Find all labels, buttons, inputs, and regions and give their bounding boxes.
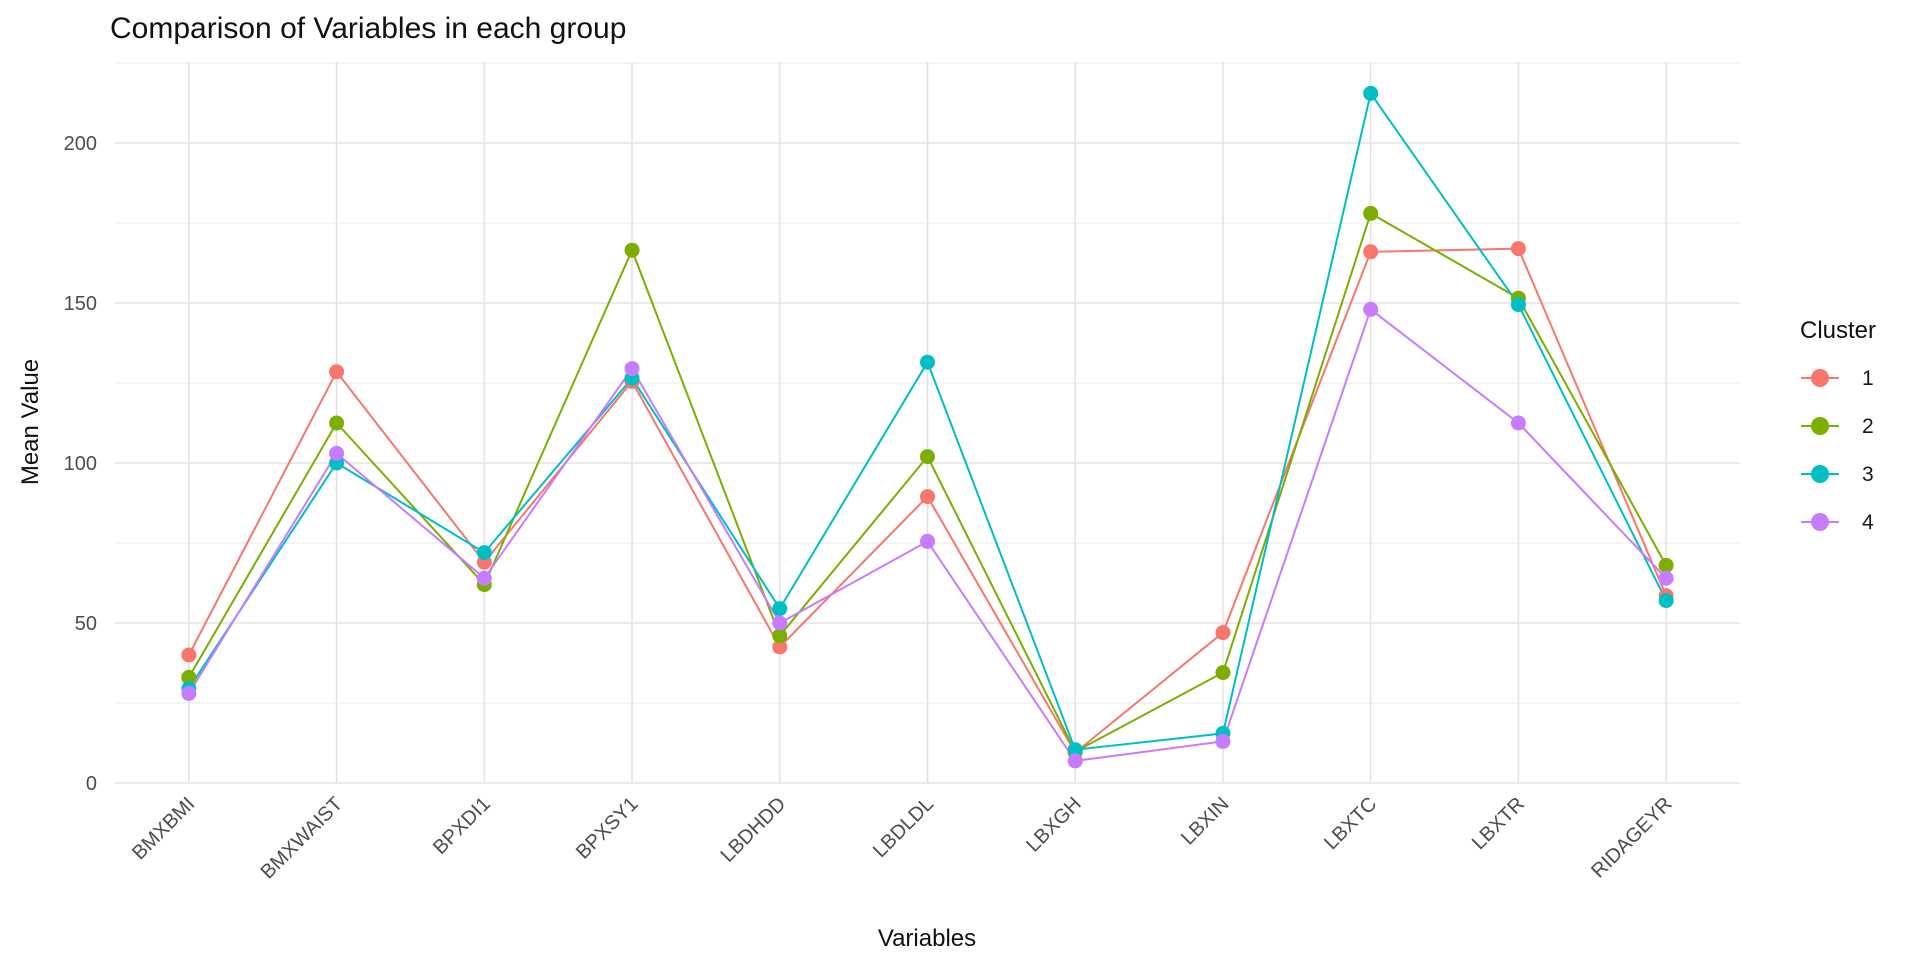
data-point-cluster4-RIDAGEYR	[1658, 570, 1674, 586]
legend-item-cluster-4: 4	[1801, 511, 1874, 534]
data-point-cluster1-LBXIN	[1215, 625, 1231, 641]
legend-item-cluster-3: 3	[1801, 463, 1874, 486]
data-point-cluster4-LBDHDD	[772, 615, 788, 631]
y-tick-label-200: 200	[64, 133, 97, 155]
x-tick-label-BPXSY1: BPXSY1	[572, 793, 643, 864]
x-tick-label-LBXGH: LBXGH	[1022, 793, 1086, 857]
data-point-cluster4-BMXWAIST	[329, 445, 345, 461]
x-tick-label-LBDHDD: LBDHDD	[717, 793, 791, 867]
x-axis-tick-labels: BMXBMI BMXWAIST BPXDI1 BPXSY1 LBDHDD LBDLDL LB…	[128, 793, 1677, 883]
legend-key-dot-1	[1811, 369, 1829, 387]
data-point-cluster4-BMXBMI	[181, 685, 197, 701]
data-point-cluster4-LBXTC	[1363, 301, 1379, 317]
data-point-cluster2-BMXBMI	[181, 669, 197, 685]
y-tick-label-100: 100	[64, 453, 97, 475]
legend-item-label-3: 3	[1862, 463, 1874, 486]
data-point-cluster2-BMXWAIST	[329, 415, 345, 431]
data-point-cluster3-LBXTC	[1363, 85, 1379, 101]
y-axis-title: Mean Value	[17, 359, 44, 485]
x-tick-label-LBXTR: LBXTR	[1468, 793, 1529, 854]
y-tick-label-150: 150	[64, 293, 97, 315]
data-point-cluster1-LBDLDL	[920, 489, 935, 505]
x-tick-label-BPXDI1: BPXDI1	[429, 793, 495, 859]
x-axis-title: Variables	[878, 925, 976, 952]
data-point-cluster4-BPXDI1	[476, 570, 492, 586]
x-tick-label-BMXWAIST: BMXWAIST	[257, 793, 347, 883]
y-tick-label-50: 50	[75, 613, 97, 635]
x-tick-label-LBXIN: LBXIN	[1177, 793, 1233, 849]
legend-key-dot-4	[1811, 513, 1829, 531]
data-point-cluster3-LBXTR	[1510, 297, 1526, 313]
legend-item-cluster-1: 1	[1801, 367, 1874, 390]
y-tick-label-0: 0	[86, 773, 97, 795]
y-axis-tick-labels: 0 50 100 150 200	[64, 133, 97, 795]
data-point-cluster3-RIDAGEYR	[1658, 593, 1674, 609]
x-tick-label-RIDAGEYR: RIDAGEYR	[1587, 793, 1676, 882]
x-tick-label-LBXTC: LBXTC	[1320, 793, 1381, 854]
legend-item-label-1: 1	[1862, 367, 1874, 390]
legend-items: 1 2 3 4	[1801, 367, 1874, 534]
data-point-cluster2-LBXIN	[1215, 665, 1231, 681]
legend: Cluster 1 2 3 4	[1800, 317, 1876, 534]
x-tick-label-LBDLDL: LBDLDL	[869, 793, 938, 862]
data-point-cluster2-LBDLDL	[920, 449, 935, 465]
data-point-cluster3-LBXGH	[1067, 742, 1083, 758]
data-point-cluster2-BPXSY1	[624, 242, 640, 258]
data-point-cluster2-LBDHDD	[772, 628, 788, 644]
data-point-cluster1-LBXTR	[1510, 241, 1526, 257]
data-point-cluster1-BMXWAIST	[329, 364, 345, 380]
x-tick-label-BMXBMI: BMXBMI	[128, 793, 199, 864]
data-point-cluster2-LBXTC	[1363, 205, 1379, 221]
data-point-cluster3-LBDHDD	[772, 601, 788, 617]
data-point-cluster3-LBDLDL	[920, 354, 935, 370]
legend-key-dot-2	[1811, 417, 1829, 435]
legend-item-label-2: 2	[1862, 415, 1874, 438]
data-point-cluster1-LBDHDD	[772, 639, 788, 655]
data-point-cluster4-BPXSY1	[624, 361, 640, 377]
chart-title: Comparison of Variables in each group	[110, 12, 626, 45]
series-points	[181, 85, 1674, 769]
data-point-cluster3-BPXDI1	[476, 545, 492, 561]
data-point-cluster2-RIDAGEYR	[1658, 557, 1674, 573]
vertical-gridlines	[188, 62, 1667, 783]
legend-item-cluster-2: 2	[1801, 415, 1874, 438]
data-point-cluster4-LBXIN	[1215, 733, 1231, 749]
legend-title: Cluster	[1800, 317, 1876, 344]
data-point-cluster4-LBDLDL	[920, 533, 935, 549]
data-point-cluster4-LBXTR	[1510, 415, 1526, 431]
legend-item-label-4: 4	[1862, 511, 1874, 534]
data-point-cluster1-LBXTC	[1363, 244, 1379, 260]
data-point-cluster1-BMXBMI	[181, 647, 197, 663]
legend-key-dot-3	[1811, 465, 1829, 483]
data-point-cluster4-LBXGH	[1067, 753, 1083, 769]
